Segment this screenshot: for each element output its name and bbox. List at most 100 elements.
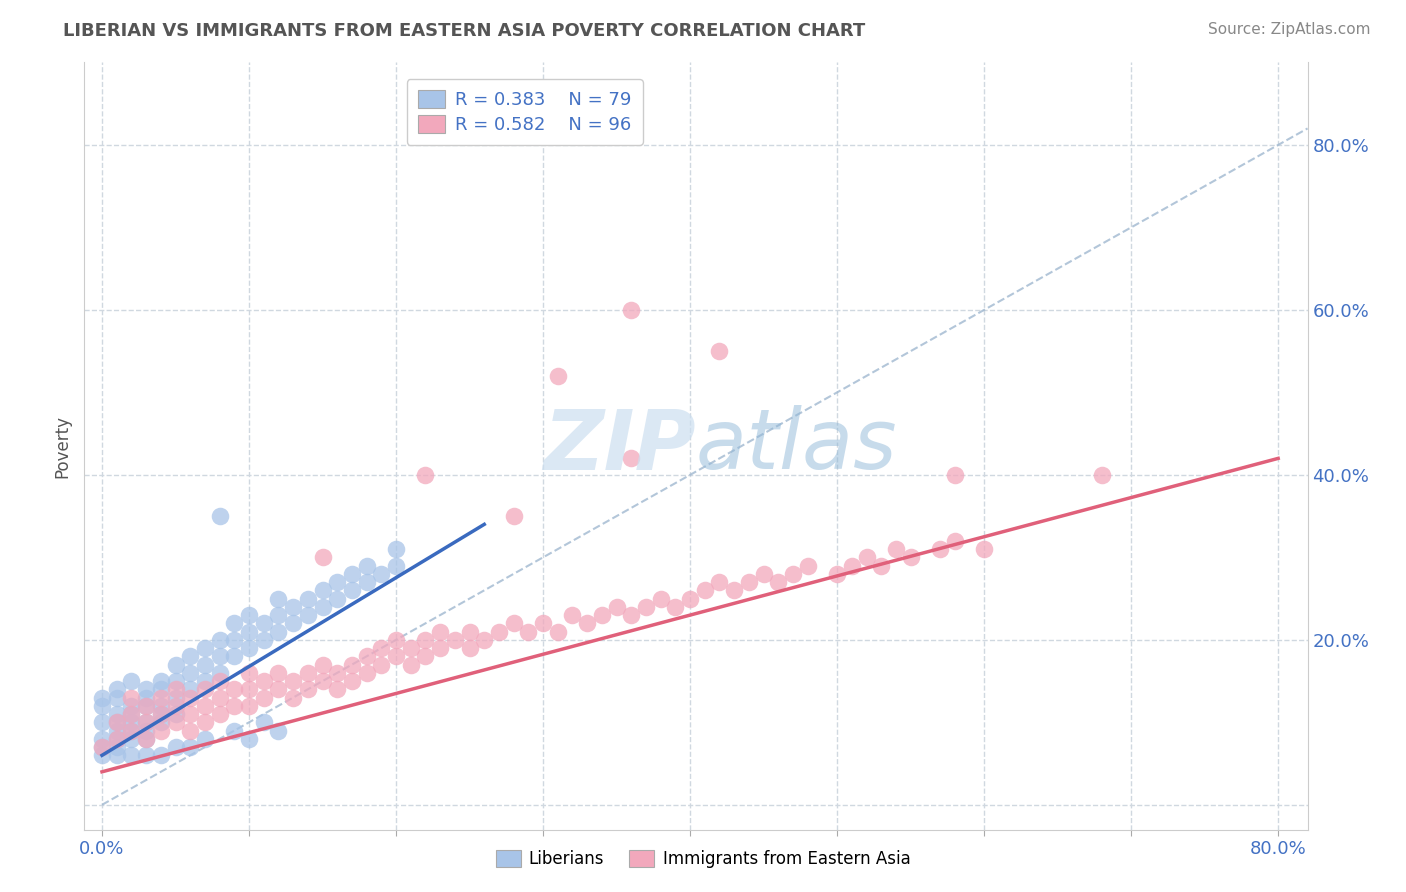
- Point: [356, 575, 378, 590]
- Point: [650, 591, 672, 606]
- Point: [752, 566, 775, 581]
- Point: [502, 509, 524, 524]
- Point: [370, 566, 392, 581]
- Point: [238, 624, 260, 639]
- Point: [135, 698, 157, 713]
- Point: [297, 591, 319, 606]
- Point: [458, 641, 481, 656]
- Point: [179, 649, 201, 664]
- Point: [531, 616, 554, 631]
- Point: [709, 575, 731, 590]
- Point: [120, 674, 142, 689]
- Point: [311, 599, 333, 614]
- Point: [194, 731, 217, 746]
- Point: [135, 690, 157, 705]
- Point: [311, 674, 333, 689]
- Point: [738, 575, 761, 590]
- Point: [149, 707, 172, 722]
- Point: [472, 632, 495, 647]
- Point: [253, 674, 276, 689]
- Point: [620, 302, 643, 317]
- Point: [224, 649, 246, 664]
- Point: [547, 368, 569, 383]
- Point: [194, 674, 217, 689]
- Point: [664, 599, 686, 614]
- Point: [224, 698, 246, 713]
- Point: [267, 723, 290, 738]
- Point: [253, 616, 276, 631]
- Point: [120, 723, 142, 738]
- Point: [326, 682, 349, 697]
- Point: [929, 542, 952, 557]
- Point: [208, 509, 231, 524]
- Point: [326, 591, 349, 606]
- Point: [311, 583, 333, 598]
- Point: [135, 715, 157, 730]
- Text: Source: ZipAtlas.com: Source: ZipAtlas.com: [1208, 22, 1371, 37]
- Point: [385, 632, 408, 647]
- Text: atlas: atlas: [696, 406, 897, 486]
- Point: [620, 608, 643, 623]
- Point: [224, 723, 246, 738]
- Point: [135, 731, 157, 746]
- Point: [105, 748, 128, 763]
- Point: [120, 707, 142, 722]
- Point: [91, 690, 114, 705]
- Point: [943, 467, 966, 482]
- Point: [165, 707, 187, 722]
- Point: [135, 682, 157, 697]
- Point: [179, 723, 201, 738]
- Point: [884, 542, 907, 557]
- Point: [105, 690, 128, 705]
- Point: [253, 715, 276, 730]
- Point: [91, 740, 114, 755]
- Legend: R = 0.383    N = 79, R = 0.582    N = 96: R = 0.383 N = 79, R = 0.582 N = 96: [406, 79, 643, 145]
- Point: [973, 542, 995, 557]
- Point: [238, 698, 260, 713]
- Point: [547, 624, 569, 639]
- Point: [105, 715, 128, 730]
- Point: [870, 558, 893, 573]
- Point: [194, 715, 217, 730]
- Point: [135, 731, 157, 746]
- Point: [135, 698, 157, 713]
- Point: [356, 558, 378, 573]
- Point: [149, 723, 172, 738]
- Point: [385, 649, 408, 664]
- Point: [281, 690, 304, 705]
- Point: [326, 575, 349, 590]
- Point: [194, 698, 217, 713]
- Point: [900, 550, 922, 565]
- Point: [606, 599, 628, 614]
- Point: [135, 723, 157, 738]
- Point: [267, 624, 290, 639]
- Point: [224, 616, 246, 631]
- Point: [634, 599, 657, 614]
- Point: [444, 632, 467, 647]
- Point: [120, 748, 142, 763]
- Point: [267, 608, 290, 623]
- Point: [165, 715, 187, 730]
- Y-axis label: Poverty: Poverty: [53, 415, 72, 477]
- Point: [429, 641, 451, 656]
- Point: [238, 641, 260, 656]
- Point: [297, 665, 319, 680]
- Point: [194, 641, 217, 656]
- Point: [149, 674, 172, 689]
- Point: [194, 657, 217, 672]
- Point: [179, 707, 201, 722]
- Point: [311, 657, 333, 672]
- Point: [340, 657, 363, 672]
- Point: [1091, 467, 1114, 482]
- Point: [267, 665, 290, 680]
- Point: [165, 657, 187, 672]
- Point: [165, 698, 187, 713]
- Point: [281, 616, 304, 631]
- Point: [105, 740, 128, 755]
- Point: [488, 624, 510, 639]
- Point: [120, 723, 142, 738]
- Point: [679, 591, 702, 606]
- Point: [620, 451, 643, 466]
- Point: [385, 558, 408, 573]
- Point: [105, 682, 128, 697]
